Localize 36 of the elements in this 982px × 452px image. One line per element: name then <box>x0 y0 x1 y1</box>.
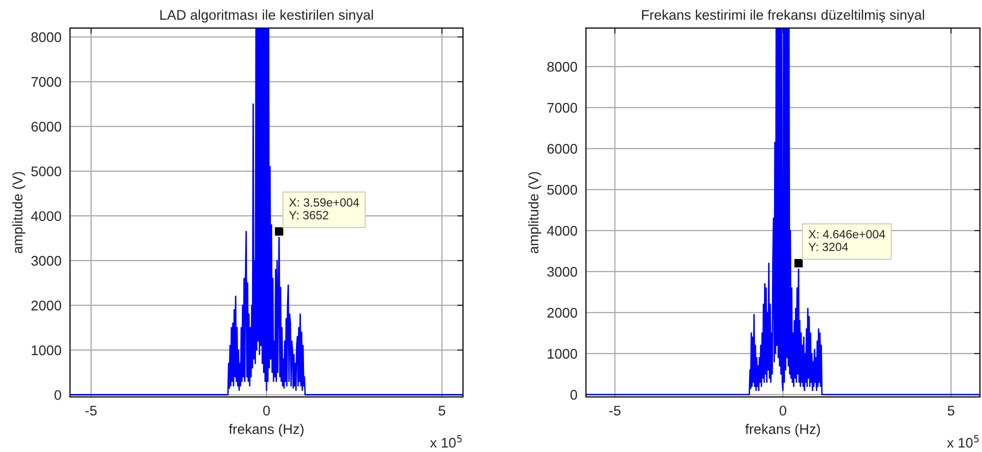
x-tick-label: 5 <box>948 406 954 416</box>
text: x 10$^{5}$ <box>430 435 462 448</box>
y-tick-label: 0 <box>570 390 578 400</box>
y-tick-label: 5000 <box>547 184 578 195</box>
y-tick-label: 8000 <box>547 62 578 72</box>
y-tick-label: 4000 <box>547 226 578 236</box>
y-tick-label: 2000 <box>31 300 62 310</box>
x-tick-label: -5 <box>86 406 97 416</box>
y-tick-label: 4000 <box>31 211 62 222</box>
y-tick-label: 1000 <box>32 345 62 356</box>
y-axis-title: amplitude (V) <box>528 172 542 254</box>
y-tick-label: 0 <box>54 390 62 400</box>
y-tick-label: 5000 <box>31 166 62 176</box>
y-tick-label: 8000 <box>31 32 62 42</box>
x-axis-title: frekans (Hz) <box>228 424 304 437</box>
y-tick-label: 3000 <box>547 266 578 277</box>
annotation: X: 4.646e+004 Y: 3204 <box>808 230 886 252</box>
y-tick-label: 1000 <box>548 348 578 359</box>
line-series <box>70 28 464 396</box>
chart-title: LAD algoritması ile kestirilen sinyal <box>160 10 373 23</box>
y-axis-title: amplitude (V) <box>12 172 26 254</box>
y-tick-label: 7000 <box>547 102 578 113</box>
line-series <box>586 28 980 396</box>
chart-title: Frekans kestirimi ile frekansı düzeltilmiş sinyal <box>642 10 924 23</box>
y-tick-label: 3000 <box>31 256 62 266</box>
y-tick-label: 6000 <box>31 122 62 132</box>
x-tick-label: 5 <box>438 406 446 416</box>
text: x 10$^{5}$ <box>947 435 979 448</box>
y-tick-label: 6000 <box>547 144 578 154</box>
y-tick-label: 2000 <box>547 308 578 318</box>
y-tick-label: 7000 <box>32 77 62 87</box>
x-tick-label: -5 <box>609 406 620 416</box>
x-tick-label: 0 <box>263 406 270 416</box>
x-tick-label: 0 <box>780 406 786 416</box>
x-axis-title: frekans (Hz) <box>745 424 820 437</box>
annotation: X: 3.59e+004 Y: 3652 <box>289 198 360 220</box>
